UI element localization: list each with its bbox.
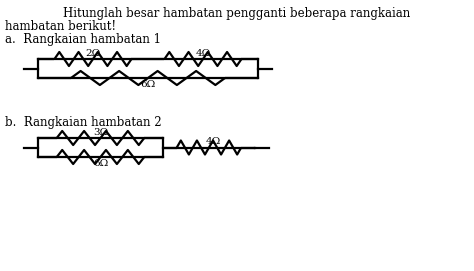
Text: a.  Rangkaian hambatan 1: a. Rangkaian hambatan 1 [5,33,161,46]
Text: 3Ω: 3Ω [93,128,108,137]
Text: Hitunglah besar hambatan pengganti beberapa rangkaian: Hitunglah besar hambatan pengganti beber… [64,7,410,20]
Text: b.  Rangkaian hambatan 2: b. Rangkaian hambatan 2 [5,116,162,129]
Text: 2Ω: 2Ω [85,49,100,58]
Text: 4Ω: 4Ω [195,49,210,58]
Text: 6Ω: 6Ω [140,80,155,89]
Text: hambatan berikut!: hambatan berikut! [5,20,116,33]
Text: 4Ω: 4Ω [205,137,220,147]
Text: 6Ω: 6Ω [93,159,108,168]
